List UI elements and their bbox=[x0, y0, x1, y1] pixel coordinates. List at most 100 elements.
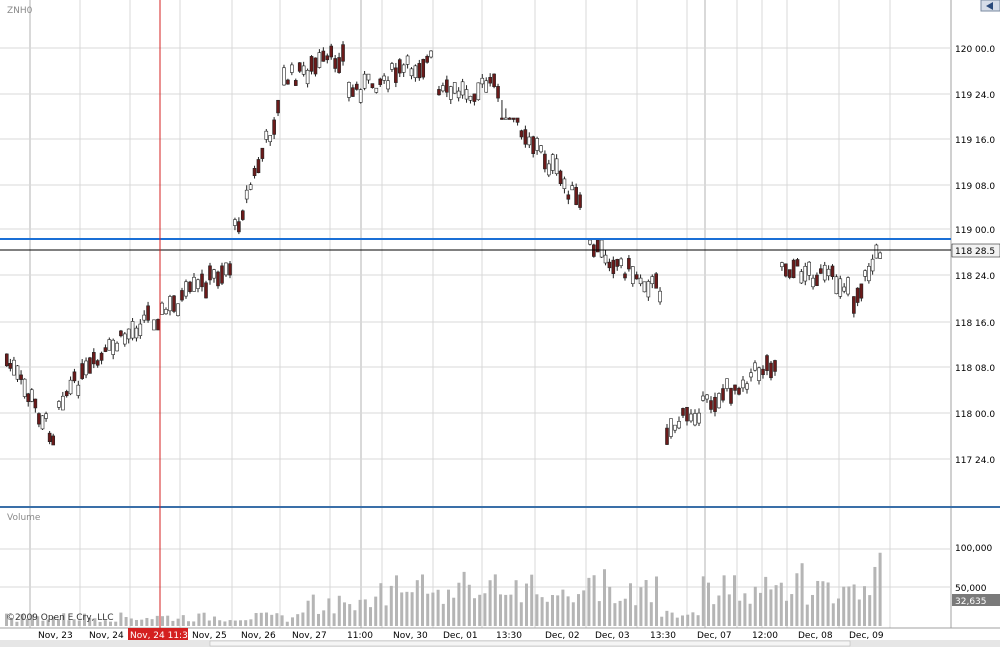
candle-body bbox=[196, 279, 200, 289]
candle-body bbox=[562, 178, 567, 189]
volume-bar bbox=[582, 590, 586, 626]
volume-bar bbox=[374, 596, 378, 626]
volume-bar bbox=[857, 599, 861, 626]
volume-bar bbox=[837, 598, 840, 626]
volume-bar bbox=[753, 586, 757, 626]
volume-bar bbox=[415, 580, 419, 626]
volume-bar bbox=[192, 621, 196, 626]
time-tick-label: Dec, 07 bbox=[697, 631, 732, 641]
candle-body bbox=[309, 56, 314, 72]
candle-body bbox=[615, 259, 620, 267]
candle-body bbox=[539, 145, 543, 153]
candle-body bbox=[507, 117, 512, 120]
candle-body bbox=[29, 389, 34, 402]
candle-body bbox=[184, 281, 188, 297]
volume-bar bbox=[571, 602, 575, 626]
volume-bar bbox=[727, 594, 731, 626]
volume-bar bbox=[670, 612, 674, 626]
candle-body bbox=[855, 287, 860, 303]
candle-body bbox=[237, 221, 241, 233]
volume-bar bbox=[623, 598, 627, 626]
candle-body bbox=[378, 78, 383, 85]
price-axis-labels: 120 00.0 119 24.0 119 16.0 119 08.0 119 … bbox=[955, 45, 995, 466]
candle-body bbox=[51, 435, 56, 446]
candle-body bbox=[558, 170, 563, 185]
volume-bar bbox=[275, 613, 279, 626]
candle-body bbox=[665, 427, 669, 445]
volume-bar bbox=[436, 589, 440, 626]
volume-bar bbox=[785, 600, 788, 626]
volume-bar bbox=[774, 585, 778, 626]
candle-body bbox=[216, 271, 220, 287]
time-tick-label: Nov, 27 bbox=[292, 631, 327, 641]
candle-body bbox=[76, 384, 81, 396]
volume-bar bbox=[161, 616, 164, 626]
candle-body bbox=[822, 264, 827, 281]
volume-bar bbox=[155, 615, 159, 626]
candle-body bbox=[448, 86, 453, 100]
volume-bar bbox=[577, 594, 580, 626]
candle-body bbox=[554, 158, 559, 175]
time-axis: Nov, 23 Nov, 24 Nov, 25 Nov, 26 Nov, 27 … bbox=[38, 631, 884, 641]
volume-bar bbox=[15, 621, 19, 626]
candle-body bbox=[780, 262, 784, 268]
candle-body bbox=[874, 244, 879, 259]
volume-bar bbox=[395, 575, 398, 626]
candle-body bbox=[488, 76, 492, 84]
candle-body bbox=[192, 276, 196, 292]
candle-body bbox=[351, 87, 355, 97]
candle-body bbox=[468, 95, 473, 101]
candle-body bbox=[511, 117, 516, 120]
price-tick-label: 117 24.0 bbox=[955, 456, 995, 466]
candle-body bbox=[57, 401, 61, 408]
price-tick-label: 118 24.0 bbox=[955, 272, 995, 282]
candle-body bbox=[347, 82, 351, 98]
candle-body bbox=[842, 286, 846, 292]
candle-body bbox=[264, 130, 269, 140]
volume-bar bbox=[389, 585, 393, 626]
candle-body bbox=[737, 387, 741, 395]
candlestick-series bbox=[4, 41, 882, 446]
candle-body bbox=[188, 281, 192, 292]
volume-bar bbox=[285, 621, 289, 626]
volume-bar bbox=[93, 618, 97, 626]
volume-bar bbox=[72, 619, 76, 626]
volume-bar bbox=[213, 616, 216, 626]
candle-body bbox=[325, 55, 330, 61]
volume-bar bbox=[259, 612, 263, 626]
candle-body bbox=[301, 65, 306, 75]
candle-body bbox=[172, 295, 176, 312]
volume-bar bbox=[493, 574, 497, 626]
candle-body bbox=[543, 153, 547, 170]
volume-bar bbox=[124, 617, 128, 626]
volume-bar bbox=[218, 620, 222, 626]
volume-bar bbox=[826, 582, 830, 626]
volume-bar bbox=[712, 604, 716, 626]
volume-bar bbox=[322, 610, 326, 626]
candle-body bbox=[297, 62, 302, 72]
candle-body bbox=[689, 413, 693, 422]
volume-bar bbox=[296, 614, 300, 626]
time-tick-label: Dec, 09 bbox=[849, 631, 884, 641]
candle-body bbox=[693, 413, 697, 426]
candle-body bbox=[846, 277, 850, 295]
volume-bar bbox=[639, 587, 643, 626]
scrollbar-thumb[interactable] bbox=[209, 640, 851, 647]
candle-body bbox=[72, 371, 77, 382]
volume-bar bbox=[88, 617, 92, 626]
candle-body bbox=[815, 274, 819, 286]
candle-body bbox=[669, 418, 673, 437]
volume-bar bbox=[202, 612, 206, 626]
candle-body bbox=[362, 73, 367, 89]
candle-body bbox=[33, 398, 38, 409]
candle-body bbox=[119, 330, 123, 337]
time-tick-label: 11:00 bbox=[347, 631, 373, 641]
candle-body bbox=[44, 413, 48, 419]
volume-bar bbox=[20, 614, 24, 626]
volume-bar bbox=[478, 594, 482, 626]
candle-body bbox=[773, 360, 777, 372]
candle-body bbox=[126, 328, 131, 340]
candle-body bbox=[452, 82, 457, 94]
candle-body bbox=[863, 270, 867, 277]
